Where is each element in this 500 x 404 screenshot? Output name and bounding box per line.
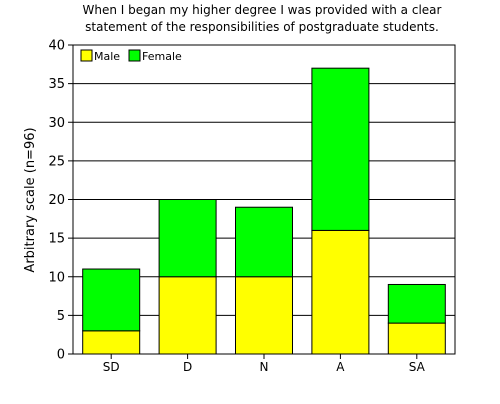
bar-female-n <box>235 206 293 278</box>
legend-label-male: Male <box>94 50 120 63</box>
bar-female-sd <box>82 268 141 332</box>
bar-male-sa <box>387 322 446 355</box>
x-tick-label: D <box>183 360 192 374</box>
axes: SD D N A SA 0 5 10 15 20 25 30 35 40 <box>48 39 456 374</box>
y-axis-label: Arbitrary scale (n=96) <box>23 127 38 272</box>
x-tick-label: A <box>336 360 345 374</box>
y-tick-label: 10 <box>48 270 65 285</box>
x-tick-label: SA <box>409 360 426 374</box>
y-tick-label: 15 <box>48 232 65 247</box>
bar-female-sa <box>387 283 446 324</box>
y-tick-label: 25 <box>48 154 65 169</box>
x-tick-label: N <box>260 360 269 374</box>
bar-female-d <box>158 199 217 278</box>
bar-male-d <box>158 276 217 355</box>
legend-swatch-male <box>80 49 93 62</box>
y-tick-label: 20 <box>48 193 65 208</box>
legend-label-female: Female <box>142 50 182 63</box>
chart-title-line-1: When I began my higher degree I was prov… <box>83 3 442 17</box>
y-tick-label: 0 <box>57 348 65 363</box>
legend: Male Female <box>80 49 182 63</box>
y-tick-label: 5 <box>57 309 65 324</box>
bars <box>82 67 446 355</box>
bar-male-n <box>235 276 293 355</box>
chart-title-line-2: statement of the responsibilities of pos… <box>85 20 439 34</box>
bar-male-sd <box>82 330 141 355</box>
y-tick-label: 40 <box>48 39 65 54</box>
y-tick-label: 30 <box>48 116 65 131</box>
bar-male-a <box>311 229 370 355</box>
legend-swatch-female <box>128 49 141 62</box>
y-tick-label: 35 <box>48 77 65 92</box>
x-tick-label: SD <box>103 360 120 374</box>
bar-female-a <box>311 67 370 231</box>
